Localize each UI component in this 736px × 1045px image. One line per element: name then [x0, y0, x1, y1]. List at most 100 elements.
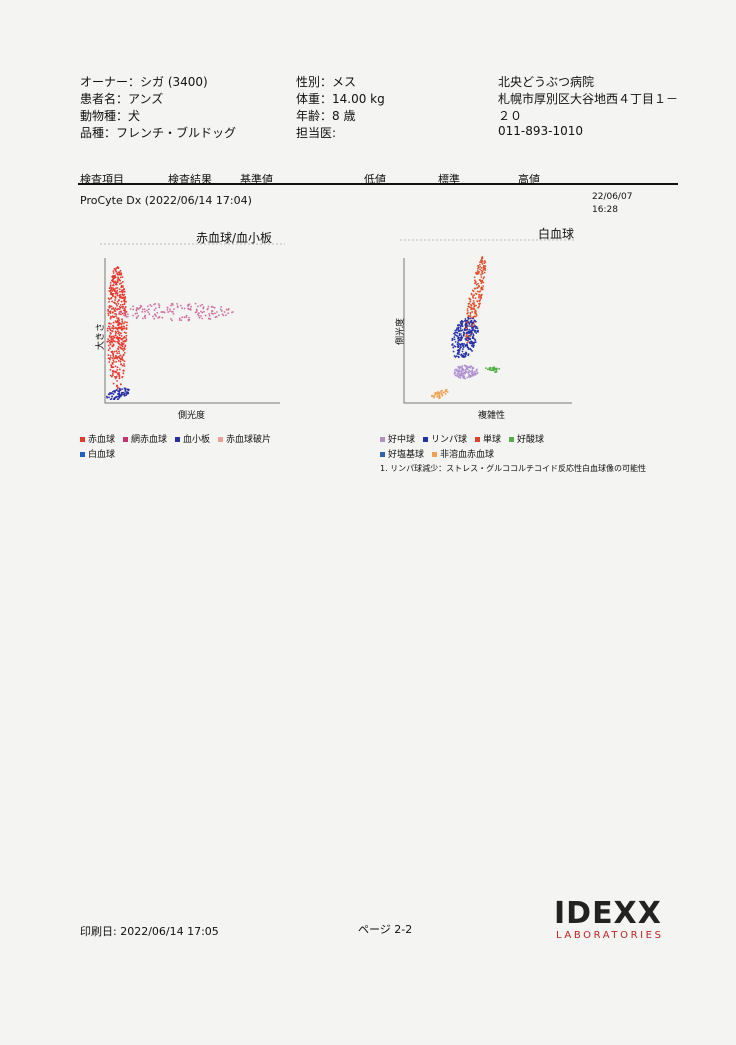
dot — [438, 394, 441, 397]
dot — [480, 293, 483, 296]
dot — [147, 308, 150, 311]
dot — [456, 373, 459, 375]
dot — [115, 287, 117, 290]
dot — [475, 315, 477, 318]
dot — [459, 377, 462, 379]
dot — [121, 388, 124, 390]
dot — [478, 285, 481, 288]
dot — [494, 371, 497, 374]
dot — [493, 367, 495, 370]
dot — [114, 310, 117, 313]
dot — [119, 296, 122, 298]
dot — [113, 397, 116, 400]
dot — [470, 365, 473, 368]
dot — [114, 334, 117, 337]
dot — [121, 364, 124, 367]
dot — [121, 337, 123, 340]
dot — [120, 325, 123, 328]
dot — [201, 317, 204, 320]
dot — [207, 305, 210, 308]
dot — [475, 283, 478, 286]
dot — [483, 271, 486, 274]
dot — [125, 300, 127, 303]
dot — [117, 302, 120, 305]
dot — [114, 354, 117, 357]
dot — [111, 357, 114, 360]
dot — [469, 320, 472, 323]
dot — [110, 351, 113, 354]
dot — [122, 372, 125, 375]
dot — [468, 375, 470, 378]
dot — [107, 312, 110, 315]
dot — [225, 314, 227, 317]
dot — [474, 312, 477, 315]
dot — [117, 345, 120, 348]
plot-title: 赤血球/血小板 — [196, 231, 273, 245]
dot — [118, 352, 121, 355]
dot — [110, 315, 112, 318]
dot — [473, 308, 476, 310]
dot — [119, 358, 122, 361]
legend-swatch — [423, 437, 429, 442]
legend-label: 好中球 — [388, 435, 416, 445]
dot — [167, 311, 170, 313]
dot — [118, 288, 121, 291]
dot — [458, 349, 461, 351]
dot — [121, 376, 123, 379]
dot — [453, 336, 456, 339]
dot — [107, 349, 110, 352]
dot — [117, 271, 120, 274]
logo-sub: LABORATORIES — [556, 930, 664, 941]
info-line: 動物種：犬 — [80, 109, 141, 123]
legend: 好中球 リンパ球 単球 好酸球 好塩基球 非溶血赤血球 — [380, 432, 570, 460]
dot — [474, 280, 477, 283]
dot — [125, 315, 128, 318]
dot — [112, 353, 115, 356]
dot — [480, 273, 482, 276]
dot — [146, 309, 148, 312]
dot — [473, 279, 476, 282]
dot — [119, 269, 122, 272]
dot — [481, 288, 484, 291]
dot — [453, 345, 456, 347]
dot — [107, 297, 110, 300]
dot — [122, 353, 125, 356]
dot — [477, 271, 479, 274]
dot — [136, 312, 139, 315]
dot — [480, 288, 483, 291]
dot — [471, 331, 473, 334]
dot — [441, 389, 443, 392]
dot — [478, 295, 481, 298]
dot — [121, 318, 123, 321]
dot — [112, 327, 115, 330]
dot — [112, 287, 114, 290]
dot — [112, 325, 115, 328]
dot — [486, 368, 489, 371]
dot — [112, 307, 115, 309]
dot — [461, 374, 464, 377]
dot — [476, 327, 479, 330]
print-date: 印刷日: 2022/06/14 17:05 — [80, 925, 219, 938]
dot — [116, 300, 119, 303]
dot — [108, 325, 111, 328]
legend-swatch — [475, 437, 481, 442]
dot — [124, 321, 126, 323]
dot — [114, 312, 116, 315]
dot — [143, 308, 146, 311]
dot — [460, 366, 463, 369]
legend-swatch — [175, 437, 181, 442]
dot — [109, 284, 112, 287]
dot — [460, 372, 463, 375]
dot — [473, 287, 476, 290]
dot — [153, 317, 156, 320]
dot — [118, 356, 121, 359]
dot — [465, 365, 468, 368]
dot — [469, 300, 472, 303]
dot — [458, 351, 460, 354]
dot — [480, 269, 483, 272]
dot — [111, 292, 114, 295]
dot — [116, 387, 119, 390]
dot — [124, 390, 127, 392]
dot — [157, 303, 160, 305]
dot — [438, 393, 441, 395]
